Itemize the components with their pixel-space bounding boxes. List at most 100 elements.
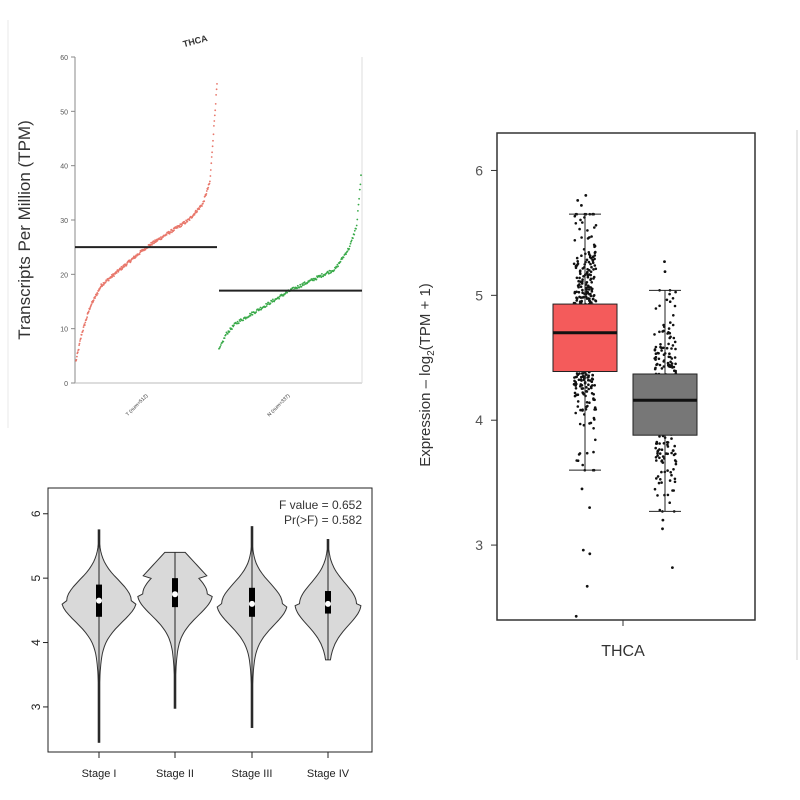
tumor-sample-point xyxy=(581,387,585,390)
normal-sample-point xyxy=(668,331,672,335)
tumor-sample-point xyxy=(587,288,591,291)
dotplot-y-tick-label: 10 xyxy=(60,327,68,334)
normal-point xyxy=(339,260,342,263)
tumor-sample-point xyxy=(594,438,597,442)
tumor-point xyxy=(92,300,95,303)
tumor-sample-point xyxy=(592,398,595,401)
tumor-point xyxy=(107,279,110,282)
outlier-point xyxy=(663,260,666,263)
normal-point xyxy=(255,311,258,313)
normal-sample-point xyxy=(667,355,671,359)
tumor-sample-point xyxy=(587,375,590,379)
tumor-sample-point xyxy=(581,392,585,395)
normal-point xyxy=(342,256,345,259)
tumor-sample-point xyxy=(579,280,582,284)
normal-point xyxy=(341,258,344,260)
tumor-point xyxy=(207,186,210,189)
violin-y-tick-label: 5 xyxy=(29,574,43,581)
normal-sample-point xyxy=(673,340,677,344)
tumor-sample-point xyxy=(594,267,598,271)
normal-sample-point xyxy=(674,462,678,466)
tumor-point xyxy=(186,220,189,223)
normal-sample-point xyxy=(670,347,673,350)
normal-point xyxy=(233,324,235,327)
tumor-point xyxy=(209,169,212,171)
normal-sample-point xyxy=(674,347,677,351)
tumor-sample-point xyxy=(585,286,588,290)
tumor-sample-point xyxy=(585,272,589,275)
tumor-sample-point xyxy=(588,401,591,405)
tumor-point xyxy=(125,264,128,267)
normal-point xyxy=(360,174,362,177)
normal-sample-point xyxy=(672,336,676,340)
tumor-sample-point xyxy=(586,275,590,279)
normal-point xyxy=(313,279,315,282)
tumor-sample-point xyxy=(578,276,581,280)
normal-sample-point xyxy=(662,323,665,327)
tumor-sample-point xyxy=(577,290,581,294)
tumor-sample-point xyxy=(593,406,597,409)
tumor-sample-point xyxy=(594,299,598,303)
normal-sample-point xyxy=(656,362,659,366)
tumor-sample-point xyxy=(574,411,577,415)
tumor-sample-point xyxy=(592,268,595,271)
normal-sample-point xyxy=(655,459,658,462)
tumor-sample-point xyxy=(589,262,592,266)
tumor-sample-point xyxy=(591,378,595,381)
normal-sample-point xyxy=(660,481,663,484)
normal-sample-point xyxy=(666,493,670,497)
tumor-point xyxy=(138,253,141,256)
tumor-sample-point xyxy=(591,384,594,387)
dotplot-axes: 0 10 20 30 40 50 60 xyxy=(60,55,363,388)
normal-sample-point xyxy=(670,451,673,455)
tumor-sample-point xyxy=(581,288,584,292)
normal-sample-point xyxy=(654,307,658,310)
tumor-sample-point xyxy=(575,372,579,375)
tumor-sample-point xyxy=(579,218,582,222)
normal-sample-point xyxy=(668,501,671,505)
normal-point xyxy=(286,291,289,294)
normal-sample-point xyxy=(669,471,672,474)
normal-sample-point xyxy=(660,448,664,452)
tumor-point xyxy=(208,182,211,185)
tumor-point xyxy=(212,133,215,136)
outlier-point xyxy=(576,199,580,202)
tumor-point xyxy=(120,265,123,268)
normal-sample-point xyxy=(670,362,674,365)
boxplot-axes: 3 4 5 6 xyxy=(475,132,756,626)
tumor-point xyxy=(119,267,122,270)
tumor-sample-point xyxy=(593,245,596,249)
tumor-sample-point xyxy=(586,268,589,271)
tumor-point xyxy=(76,355,78,358)
tumor-point xyxy=(206,188,209,191)
normal-point xyxy=(345,253,347,256)
tumor-point xyxy=(184,222,187,224)
tumor-point xyxy=(95,294,98,297)
tumor-point xyxy=(168,232,171,235)
tumor-sample-point xyxy=(578,422,582,426)
normal-sample-point xyxy=(670,364,673,368)
normal-sample-point xyxy=(674,290,677,294)
normal-point xyxy=(259,306,262,309)
tumor-point xyxy=(89,307,91,309)
violin-x-label: Stage II xyxy=(156,768,194,780)
tumor-point xyxy=(78,344,80,346)
normal-sample-point xyxy=(658,442,661,445)
tumor-point xyxy=(86,316,88,319)
tumor-point xyxy=(94,297,96,299)
tumor-sample-point xyxy=(575,297,579,300)
normal-sample-point xyxy=(661,346,665,350)
tumor-point xyxy=(87,310,90,313)
normal-sample-point xyxy=(653,357,656,360)
tumor-point xyxy=(211,151,214,154)
tumor-point xyxy=(117,270,120,273)
normal-point xyxy=(272,298,274,301)
tumor-point xyxy=(80,337,82,340)
tumor-sample-point xyxy=(590,380,594,384)
normal-point xyxy=(223,337,226,339)
tumor-point xyxy=(78,342,81,345)
violin-x-label: Stage IV xyxy=(307,768,350,780)
normal-sample-point xyxy=(670,473,673,477)
tumor-sample-point xyxy=(573,214,577,218)
